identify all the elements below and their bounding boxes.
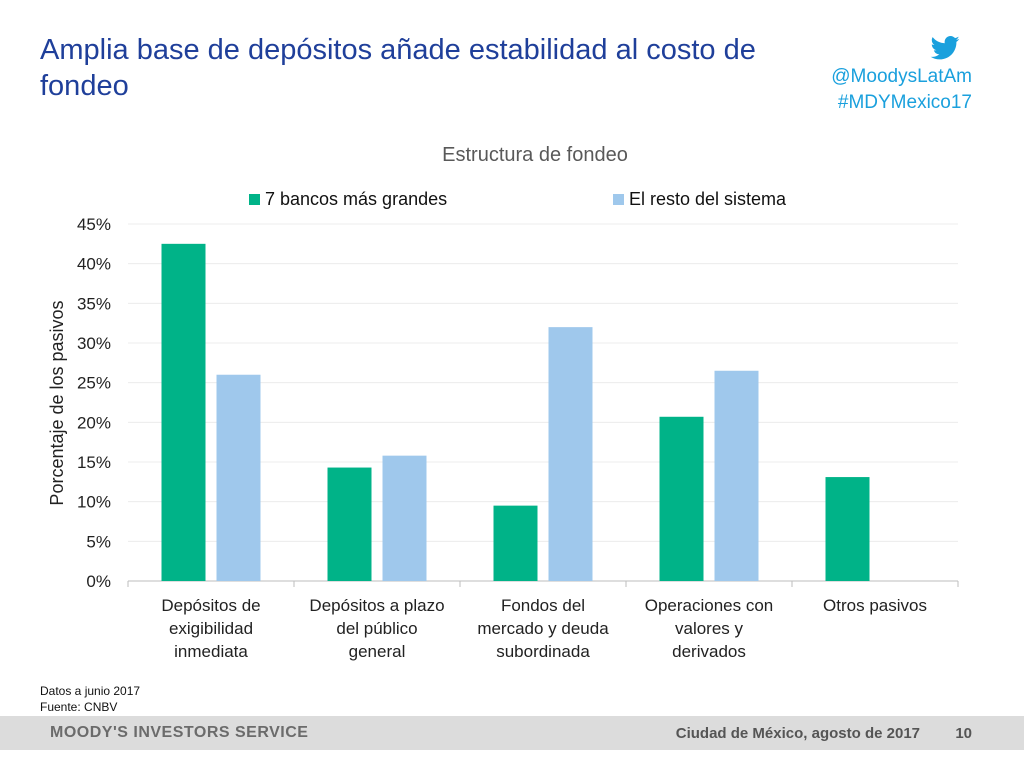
legend-item-series-2: El resto del sistema [613, 189, 786, 210]
y-tick-label: 5% [86, 532, 111, 551]
category-label-line: general [349, 642, 406, 661]
legend-label-series-2: El resto del sistema [629, 189, 787, 209]
category-label-line: Otros pasivos [823, 596, 927, 615]
category-label-line: exigibilidad [169, 619, 253, 638]
bar-series-1-cat-3 [493, 505, 538, 581]
category-label-line: valores y [675, 619, 744, 638]
gridlines [127, 223, 959, 587]
bar-series-1-cat-2 [327, 467, 372, 581]
data-date-note: Datos a junio 2017 [40, 684, 141, 698]
category-label: Fondos del mercado y deuda subordinada [477, 596, 609, 661]
bar-series-2-cat-3 [548, 327, 593, 581]
category-label: Depósitos a plazo del público general [309, 596, 444, 661]
event-hashtag[interactable]: #MDYMexico17 [837, 92, 972, 113]
bar-series-2-cat-1 [216, 374, 261, 581]
category-labels: Depósitos de exigibilidad inmediataDepósit… [161, 596, 927, 661]
footer-location-date: Ciudad de México, agosto de 2017 [675, 725, 920, 742]
notes: Datos a junio 2017 Fuente: CNBV [40, 683, 140, 715]
category-label-line: inmediata [174, 642, 248, 661]
bar-series-1-cat-5 [825, 477, 870, 581]
y-tick-label: 25% [77, 374, 111, 393]
bar-series-1-cat-1 [161, 243, 206, 582]
category-label: Otros pasivos [823, 596, 927, 615]
y-tick-label: 40% [77, 255, 111, 274]
category-label-line: del público [336, 619, 417, 638]
footer-brand: MOODY'S INVESTORS SERVICE [50, 724, 309, 741]
bar-series-1-cat-4 [659, 416, 704, 581]
y-tick-label: 15% [77, 453, 111, 472]
category-label: Operaciones con valores y derivados [645, 596, 774, 661]
y-axis-label: Porcentaje de los pasivos [47, 300, 67, 505]
y-tick-label: 45% [77, 215, 111, 234]
y-tick-label: 10% [77, 493, 111, 512]
category-label-line: Depósitos a plazo [309, 596, 444, 615]
bar-chart: Porcentaje de los pasivos 0% 5% 10% 15% 20% 2… [47, 215, 959, 661]
y-tick-label: 0% [86, 572, 111, 591]
bar-series-2-cat-2 [382, 455, 427, 581]
category-label-line: subordinada [496, 642, 590, 661]
social-block: @MoodysLatAm #MDYMexico17 [831, 36, 972, 116]
category-label: Depósitos de exigibilidad inmediata [161, 596, 260, 661]
source-note: Fuente: CNBV [40, 700, 118, 714]
category-label-line: derivados [672, 642, 746, 661]
chart-title: Estructura de fondeo [442, 144, 628, 166]
legend-item-series-1: 7 bancos más grandes [249, 189, 447, 210]
category-label-line: Operaciones con [645, 596, 774, 615]
page-number: 10 [955, 725, 972, 742]
legend-swatch-series-1 [249, 194, 260, 205]
y-tick-label: 30% [77, 334, 111, 353]
slide-title: Amplia base de depósitos añade estabilid… [40, 34, 756, 102]
category-label-line: Fondos del [501, 596, 585, 615]
twitter-handle[interactable]: @MoodysLatAm [831, 66, 972, 87]
twitter-bird-icon [930, 36, 960, 60]
y-tick-labels: 0% 5% 10% 15% 20% 25% 30% 35% 40% 45% [77, 215, 111, 591]
y-tick-label: 20% [77, 413, 111, 432]
bar-series-2-cat-4 [714, 370, 759, 581]
bars [161, 243, 870, 582]
footer-bar: MOODY'S INVESTORS SERVICE Ciudad de Méxi… [0, 716, 1024, 750]
category-label-line: Depósitos de [161, 596, 260, 615]
y-tick-label: 35% [77, 294, 111, 313]
legend-label-series-1: 7 bancos más grandes [265, 189, 448, 209]
category-label-line: mercado y deuda [477, 619, 609, 638]
legend-swatch-series-2 [613, 194, 624, 205]
